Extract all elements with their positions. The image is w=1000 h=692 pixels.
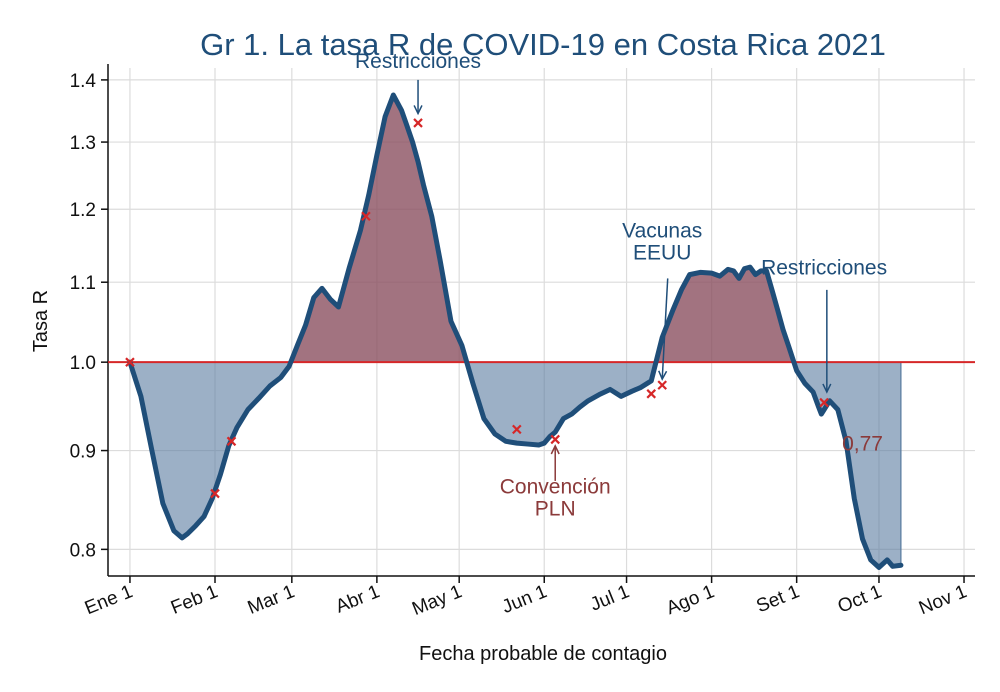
series-line <box>127 92 904 570</box>
marker-stroke <box>512 424 522 435</box>
x-tick-label: Feb 1 <box>168 581 221 619</box>
x-tick-label: Oct 1 <box>835 581 885 617</box>
x-tick-label: Ene 1 <box>82 581 136 619</box>
data-marker <box>413 118 423 128</box>
annotation-label: Convención <box>500 476 611 499</box>
x-tick-label: Set 1 <box>754 581 803 617</box>
marker-stroke <box>646 389 657 399</box>
arrow-head <box>658 370 668 381</box>
data-marker <box>550 434 560 445</box>
y-tick-label: 1.4 <box>70 71 97 92</box>
data-marker <box>657 380 667 390</box>
arrow-head <box>413 105 423 116</box>
marker-stroke <box>413 118 423 128</box>
data-marker <box>210 488 220 499</box>
arrow-head <box>822 383 832 394</box>
annotation-label: Restricciones <box>761 257 887 280</box>
annotation-arrow <box>822 289 832 394</box>
annotation-label: Restricciones <box>355 50 481 73</box>
annotation-arrow <box>658 278 669 381</box>
annotation-arrow <box>550 444 560 481</box>
annotation-label: PLN <box>535 497 576 520</box>
arrow-shaft <box>661 278 669 380</box>
x-tick-label: Jun 1 <box>499 581 550 618</box>
marker-stroke <box>657 380 667 390</box>
marker-stroke <box>226 436 237 447</box>
y-axis-title: Tasa R <box>30 290 52 352</box>
x-tick-label: Mar 1 <box>245 581 298 619</box>
annotation-label: 0,77 <box>842 433 883 456</box>
y-tick-label: 1.0 <box>70 353 96 374</box>
data-marker <box>646 389 657 399</box>
marker-stroke <box>361 211 371 222</box>
y-tick-label: 1.2 <box>70 200 96 221</box>
x-axis-title: Fecha probable de contagio <box>419 643 667 665</box>
axes-layer: 0.8 0.9 1.0 1.1 1.2 1.3 1.4 Ene 1 Feb 1 Mar 1 Abr … <box>70 64 975 620</box>
marker-stroke <box>819 397 829 408</box>
y-tick-label: 1.3 <box>70 133 96 154</box>
data-marker <box>361 211 371 222</box>
data-marker <box>125 357 135 367</box>
y-tick-label: 1.1 <box>70 273 96 294</box>
x-tick-label: May 1 <box>409 581 465 620</box>
x-tick-label: Jul 1 <box>587 581 632 616</box>
marker-layer <box>125 118 829 499</box>
annotation-arrow <box>413 79 423 116</box>
marker-stroke <box>210 488 220 499</box>
y-tick-label: 0.8 <box>70 540 96 561</box>
x-tick-label: Abr 1 <box>333 581 383 617</box>
annotation-label: Vacunas <box>622 220 702 243</box>
annotation-label: EEUU <box>633 242 691 265</box>
y-tick-label: 0.9 <box>70 442 96 463</box>
data-marker <box>819 397 829 408</box>
chart-title: Gr 1. La tasa R de COVID-19 en Costa Ric… <box>200 27 886 62</box>
x-tick-label: Ago 1 <box>664 581 718 619</box>
data-marker <box>512 424 522 435</box>
data-marker <box>226 436 237 447</box>
marker-stroke <box>125 357 135 367</box>
line-layer <box>108 92 975 570</box>
marker-stroke <box>550 434 560 445</box>
x-tick-label: Nov 1 <box>916 581 970 619</box>
arrow-head <box>550 444 560 455</box>
